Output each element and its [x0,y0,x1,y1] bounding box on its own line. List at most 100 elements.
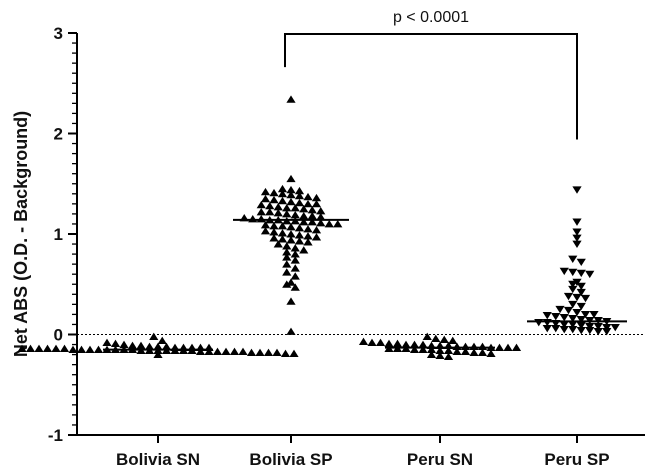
data-point [289,349,299,358]
data-point [559,321,569,329]
data-point [593,323,603,331]
data-point [409,340,420,348]
data-point [503,343,513,352]
data-point [303,192,313,201]
data-point [269,234,279,242]
data-point [119,340,129,348]
data-point [418,345,428,354]
data-point [294,198,305,207]
data-point [282,268,292,276]
data-point [435,346,445,355]
data-point [59,344,70,353]
y-axis-title: Net ABS (O.D. - Background) [11,111,31,357]
data-point [409,345,420,354]
data-point [602,328,612,336]
data-point [307,205,317,214]
data-point [443,346,454,355]
data-point [384,339,394,347]
data-point [311,199,322,208]
data-point [110,339,121,347]
data-point [542,311,552,320]
data-point [282,209,292,218]
data-point [576,302,586,311]
data-point [568,268,578,277]
data-point [290,256,300,264]
data-point [572,308,582,317]
data-point [316,206,326,215]
data-point [286,197,296,206]
data-point [290,203,300,212]
data-point [580,294,591,303]
data-point [294,224,305,232]
data-point [263,348,274,357]
x-category-label: Bolivia SP [249,450,332,469]
data-point [299,246,309,254]
x-category-label: Peru SN [407,450,473,469]
data-point [282,203,292,212]
data-point [277,229,288,237]
data-point [294,191,305,200]
data-point [572,218,582,226]
data-point [494,343,505,352]
data-point [127,341,138,350]
data-point [576,315,586,324]
data-point [469,348,479,357]
data-point [277,222,288,230]
data-point [576,282,586,291]
data-point [102,338,112,346]
data-point [392,339,403,347]
y-tick-label: 0 [54,326,63,345]
data-point [563,292,574,301]
data-point [568,285,578,294]
data-point [572,293,582,302]
data-point [290,250,300,258]
data-point [136,341,146,350]
data-point [76,345,87,354]
data-point [572,186,582,194]
data-point [534,318,544,327]
data-point [551,312,561,321]
data-point [260,194,271,203]
data-point [610,324,620,332]
data-point [452,347,462,356]
data-point [311,226,322,234]
data-point [303,199,313,208]
axes: -1 0 1 2 3 Bolivia SN Bolivia SP Peru SN Peru SP… [11,24,645,469]
data-point [299,218,309,226]
data-point [572,278,582,287]
data-point [511,343,522,352]
data-point [144,342,155,351]
data-point [51,344,61,353]
data-point [286,95,296,103]
data-point [439,335,449,343]
data-point [576,322,586,330]
data-point [426,350,437,359]
data-point [256,200,266,209]
data-point [426,345,437,354]
data-point [212,347,223,356]
data-point [303,225,313,233]
data-point [277,196,288,205]
data-point [273,208,283,217]
data-point [286,297,296,305]
data-marks [17,95,627,361]
data-point [576,327,586,335]
data-point [568,326,578,334]
data-point [418,340,428,348]
data-point [299,204,309,213]
data-point [161,342,172,351]
data-point [290,210,300,219]
data-point [602,324,612,332]
data-point [42,344,53,353]
data-point [290,264,300,272]
data-point [282,253,292,261]
data-point [585,323,595,331]
data-point [149,332,159,340]
y-tick-label: 1 [54,225,63,244]
data-point [358,337,369,345]
data-point [448,336,458,344]
data-point [34,344,44,353]
data-point [277,184,288,193]
data-point [294,237,305,245]
